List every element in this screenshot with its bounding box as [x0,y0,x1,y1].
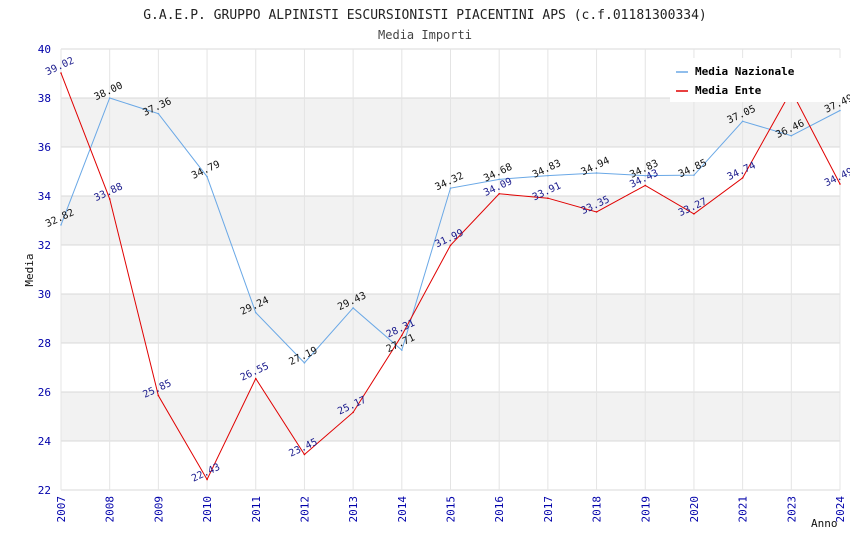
data-point [741,177,744,179]
legend: Media Nazionale Media Ente [670,58,842,102]
data-point [254,377,257,380]
data-point [206,478,208,481]
data-point [401,334,403,337]
x-tick-label: 2018 [591,496,604,523]
legend-label-media-nazionale: Media Nazionale [695,65,795,78]
data-point [303,453,306,456]
y-tick-label: 40 [38,43,51,56]
data-point [547,174,549,177]
data-point [449,244,452,247]
data-point [595,211,598,213]
legend-label-media-ente: Media Ente [695,84,762,97]
data-point [401,349,403,351]
data-point [108,97,111,99]
data-point [498,178,500,181]
y-tick-label: 30 [38,288,51,301]
data-point [547,197,549,200]
series-lines [60,72,841,481]
y-tick-label: 38 [38,92,51,105]
data-point [644,184,647,187]
data-point [157,112,160,115]
data-point [498,192,500,195]
y-tick-label: 32 [38,239,51,252]
data-point [741,120,744,123]
data-label: 34.49 [823,166,850,189]
data-point [60,72,62,74]
legend-background [670,58,842,102]
y-tick-label: 24 [38,435,52,448]
y-tick-label: 26 [38,386,51,399]
x-tick-label: 2021 [737,496,750,523]
x-axis-ticks: 2007 2008 2009 2010 2011 2012 2013 2014 2015 2016… [55,496,847,523]
data-label: 39.02 [44,55,76,78]
data-point [693,213,695,215]
data-label: 27.19 [287,345,319,368]
data-point [693,174,695,176]
data-label: 34.85 [677,158,709,181]
x-tick-label: 2008 [104,496,117,523]
y-tick-label: 34 [38,190,52,203]
data-label: 34.83 [531,158,563,181]
x-tick-label: 2012 [298,496,311,523]
data-point [303,362,306,364]
chart-title: G.A.E.P. GRUPPO ALPINISTI ESCURSIONISTI … [143,8,707,23]
data-point [157,394,160,397]
data-point [60,224,62,226]
x-tick-label: 2017 [542,496,555,523]
y-tick-label: 36 [38,141,51,154]
data-point [108,198,111,200]
data-point [839,109,841,112]
data-point [839,183,841,185]
data-label: 22.43 [190,462,222,485]
y-tick-label: 22 [38,484,51,497]
x-tick-label: 2020 [688,496,701,523]
x-tick-label: 2015 [445,496,458,523]
data-point [644,174,647,177]
data-point [790,134,793,137]
data-label: 34.79 [190,159,222,182]
data-label: 34.94 [580,155,612,178]
data-point [595,172,598,174]
x-tick-label: 2016 [493,496,506,523]
x-tick-label: 2011 [250,496,263,523]
x-tick-label: 2009 [152,496,165,523]
y-axis-ticks: 22 24 26 28 30 32 34 36 38 40 [38,43,52,497]
x-tick-label: 2019 [639,496,652,523]
data-point [254,311,257,314]
x-tick-label: 2013 [347,496,360,523]
chart-subtitle: Media Importi [378,28,472,42]
y-axis-label: Media [23,253,36,286]
data-point [206,175,208,178]
data-label: 34.32 [433,171,465,194]
x-tick-label: 2007 [55,496,68,523]
x-tick-label: 2024 [834,496,847,523]
y-tick-label: 28 [38,337,51,350]
data-label: 34.74 [726,160,758,183]
data-point [352,307,354,309]
x-axis-label: Anno [811,517,838,530]
data-point [449,187,452,189]
x-tick-label: 2023 [785,496,798,523]
x-tick-label: 2010 [201,496,214,523]
data-point [352,411,354,414]
x-tick-label: 2014 [396,496,409,523]
